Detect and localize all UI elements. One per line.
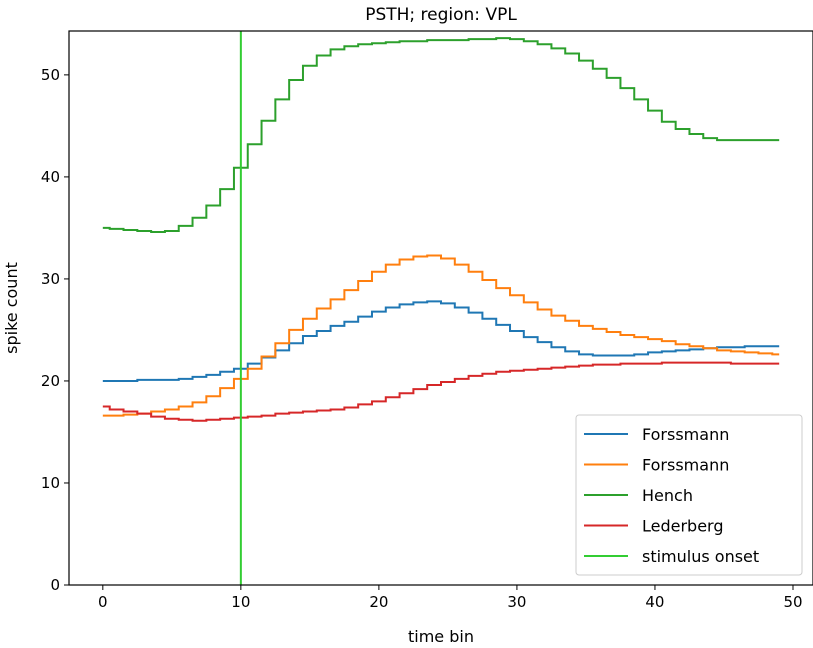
plot-frame: [68, 30, 813, 586]
y-tick-label: 40: [41, 168, 60, 186]
series-line-2: [102, 37, 780, 233]
series-line-3: [102, 361, 780, 422]
chart-title: PSTH; region: VPL: [365, 5, 517, 25]
legend-label: Forssmann: [642, 425, 729, 444]
series-line-1: [102, 254, 780, 417]
x-tick-label: 40: [645, 593, 664, 611]
x-tick-label: 0: [98, 593, 108, 611]
y-tick-label: 30: [41, 270, 60, 288]
y-tick-label: 0: [50, 576, 60, 594]
legend-box: [575, 414, 803, 576]
legend-label: Forssmann: [642, 456, 729, 475]
x-tick-label: 30: [507, 593, 526, 611]
legend: Forssmann Forssmann Hench Lederberg stimulus…: [575, 414, 803, 576]
legend-label: Lederberg: [642, 517, 724, 536]
legend-label: stimulus onset: [642, 547, 759, 566]
x-axis-ticks: 0 10 20 30 40 50: [98, 585, 803, 611]
x-axis-label: time bin: [408, 627, 474, 646]
y-axis-label: spike count: [2, 262, 21, 354]
series-line-0: [102, 300, 780, 382]
y-tick-label: 50: [41, 66, 60, 84]
y-tick-label: 10: [41, 474, 60, 492]
y-axis-ticks: 0 10 20 30 40 50: [41, 66, 69, 594]
legend-label: Hench: [642, 486, 693, 505]
x-tick-label: 50: [783, 593, 802, 611]
series-layer: [102, 37, 780, 422]
y-tick-label: 20: [41, 372, 60, 390]
x-tick-label: 20: [369, 593, 388, 611]
x-tick-label: 10: [231, 593, 250, 611]
